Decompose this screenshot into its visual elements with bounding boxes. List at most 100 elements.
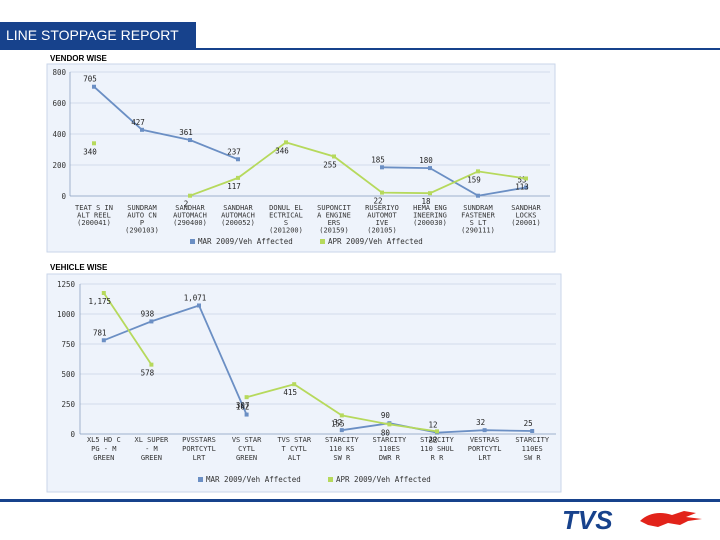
vehicle-data-point (292, 382, 297, 387)
vehicle-category-label: 110 SHUL (420, 445, 454, 453)
vendor-data-label: 427 (131, 118, 145, 127)
vendor-y-tick-label: 200 (52, 161, 66, 170)
vehicle-data-label: 307 (236, 401, 250, 410)
vendor-category-label: SUPONCIT (317, 204, 352, 212)
vendor-category-label: S (284, 219, 288, 227)
vehicle-data-point (387, 422, 392, 427)
tvs-logo-text: TVS (562, 505, 613, 535)
vehicle-data-label: 90 (381, 411, 391, 420)
vendor-data-point (524, 176, 528, 181)
vendor-category-label: LOCKS (515, 212, 536, 220)
vehicle-data-label: 938 (141, 309, 155, 318)
vendor-data-point (524, 185, 528, 190)
title-divider (0, 48, 720, 50)
vendor-data-label: 180 (419, 156, 433, 165)
vendor-category-label: (20001) (511, 219, 541, 227)
vendor-data-label: 18 (421, 197, 431, 206)
vehicle-data-label: 80 (381, 428, 391, 437)
vendor-series-line-apr (189, 141, 527, 197)
vehicle-data-point (530, 429, 535, 433)
vehicle-legend-label: APR 2009/Veh Affected (336, 475, 431, 484)
vehicle-category-label: - M (145, 445, 158, 453)
vendor-data-point (236, 175, 240, 180)
vendor-category-label: (200052) (221, 219, 255, 227)
vendor-category-label: (20105) (367, 227, 397, 235)
vendor-data-point (236, 157, 240, 162)
vendor-category-label: INEERING (413, 212, 447, 220)
vehicle-category-label: PORTCYTL (182, 445, 216, 453)
vendor-category-label: (200041) (77, 219, 111, 227)
vehicle-category-label: VS STAR (232, 436, 262, 444)
vendor-category-label: TEAT S IN (75, 204, 113, 212)
vendor-data-label: 361 (179, 128, 193, 137)
vendor-category-label: (201200) (269, 227, 303, 235)
vehicle-data-point (197, 303, 201, 308)
vendor-category-label: FASTENER (461, 212, 496, 220)
vehicle-chart-heading: VEHICLE WISE (50, 263, 108, 272)
vendor-data-label: 185 (371, 155, 385, 164)
vehicle-category-label: GREEN (236, 454, 257, 462)
vehicle-data-point (149, 362, 154, 367)
vendor-category-label: SANDHAR (175, 204, 205, 212)
tvs-logo: TVS (556, 503, 708, 535)
vehicle-data-label: 32 (333, 418, 342, 427)
vehicle-data-label: 1,071 (184, 293, 207, 302)
vehicle-y-tick-label: 0 (70, 430, 75, 439)
vehicle-data-label: 25 (524, 419, 533, 428)
vendor-data-point (428, 166, 432, 171)
vendor-data-point (92, 84, 96, 89)
footer-divider (0, 499, 720, 502)
vehicle-data-point (101, 291, 106, 295)
vendor-y-tick-label: 400 (52, 130, 66, 139)
vehicle-category-label: TVS STAR (277, 436, 312, 444)
vehicle-data-point (482, 428, 487, 433)
vehicle-data-label: 155 (331, 419, 345, 428)
vendor-category-label: SUNDRAM (127, 204, 157, 212)
vendor-category-label: SANDHAR (511, 204, 541, 212)
vehicle-data-label: 1,175 (89, 297, 112, 306)
vehicle-legend-swatch (328, 477, 333, 482)
vehicle-data-label: 781 (93, 328, 107, 337)
vehicle-category-label: T CYTL (282, 445, 307, 453)
vendor-y-tick-label: 600 (52, 99, 66, 108)
vehicle-category-label: DWR R (379, 454, 401, 462)
vendor-data-label: 255 (323, 160, 337, 169)
vendor-category-label: SUNDRAM (463, 204, 493, 212)
vehicle-category-label: XL SUPER (135, 436, 170, 444)
vendor-data-point (332, 154, 336, 159)
vehicle-data-label: 162 (236, 403, 250, 412)
vendor-category-label: AUTOMACH (173, 212, 207, 220)
vendor-data-label: 159 (467, 175, 481, 184)
page-title: LINE STOPPAGE REPORT (0, 22, 196, 48)
vendor-category-label: SANDHAR (223, 204, 253, 212)
vehicle-data-label: 415 (283, 388, 297, 397)
vendor-data-point (380, 165, 384, 170)
vehicle-category-label: STARCITY (373, 436, 408, 444)
vehicle-category-label: GREEN (93, 454, 114, 462)
vendor-category-label: AUTOMACH (221, 212, 255, 220)
vendor-y-tick-label: 0 (61, 192, 66, 201)
vehicle-y-tick-label: 1000 (57, 310, 76, 319)
vehicle-category-label: R R (431, 454, 444, 462)
vehicle-data-label: 22 (428, 435, 437, 444)
vehicle-data-point (339, 428, 344, 433)
vendor-data-point (140, 127, 144, 132)
vendor-legend-swatch (190, 239, 195, 244)
vehicle-category-label: SW R (524, 454, 542, 462)
vendor-legend-label: MAR 2009/Veh Affected (198, 237, 293, 246)
vehicle-data-point (149, 319, 154, 324)
vendor-data-point (188, 193, 192, 198)
vehicle-category-label: STARCITY (325, 436, 360, 444)
vendor-data-label: 117 (227, 182, 241, 191)
vendor-data-label: 55 (517, 175, 526, 184)
vehicle-category-label: PVSSTARS (182, 436, 216, 444)
vehicle-category-label: SW R (333, 454, 351, 462)
vehicle-data-point (435, 429, 439, 434)
vendor-chart-heading: VENDOR WISE (50, 54, 107, 63)
vehicle-category-label: 110 KS (329, 445, 354, 453)
vehicle-data-point (339, 413, 344, 418)
vehicle-category-label: LRT (478, 454, 491, 462)
vehicle-chart-panel (46, 273, 562, 493)
vendor-data-point (92, 141, 96, 146)
